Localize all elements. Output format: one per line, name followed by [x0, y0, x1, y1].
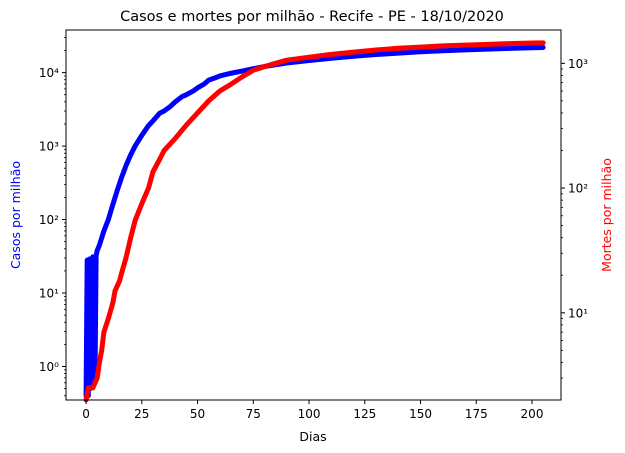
y-left-tick-label: 10⁴: [39, 66, 59, 80]
y-left-tick-label: 10⁰: [39, 360, 59, 374]
y-left-tick-label: 10¹: [39, 287, 59, 301]
x-tick-label: 100: [298, 407, 321, 421]
x-axis-label: Dias: [299, 429, 326, 444]
chart-title: Casos e mortes por milhão - Recife - PE …: [120, 9, 504, 25]
plot-frame: [65, 29, 562, 401]
x-axis: 0 25 50 75 100 125 150 175 200: [82, 400, 543, 421]
series-line-casos: [83, 44, 546, 399]
y-right-tick-label: 10²: [568, 182, 588, 196]
x-tick-label: 150: [409, 407, 432, 421]
y-left-tick-label: 10²: [39, 213, 59, 227]
x-tick-label: 75: [246, 407, 261, 421]
y-axis-left-label: Casos por milhão: [8, 161, 23, 269]
y-left-tick-label: 10³: [39, 140, 59, 154]
y-axis-left: 10⁰ 10¹ 10² 10³ 10⁴: [39, 37, 66, 397]
y-right-tick-label: 10¹: [568, 306, 588, 320]
x-tick-label: 175: [465, 407, 488, 421]
series-line-mortes: [83, 40, 546, 403]
x-tick-label: 50: [190, 407, 205, 421]
x-tick-label: 200: [521, 407, 544, 421]
x-tick-label: 0: [82, 407, 90, 421]
y-axis-right: 10¹ 10² 10³: [561, 57, 588, 379]
y-right-tick-label: 10³: [568, 57, 588, 71]
y-axis-right-label: Mortes por milhão: [599, 158, 614, 272]
x-tick-label: 25: [134, 407, 149, 421]
x-tick-label: 125: [353, 407, 376, 421]
plot-lines: [83, 40, 546, 403]
